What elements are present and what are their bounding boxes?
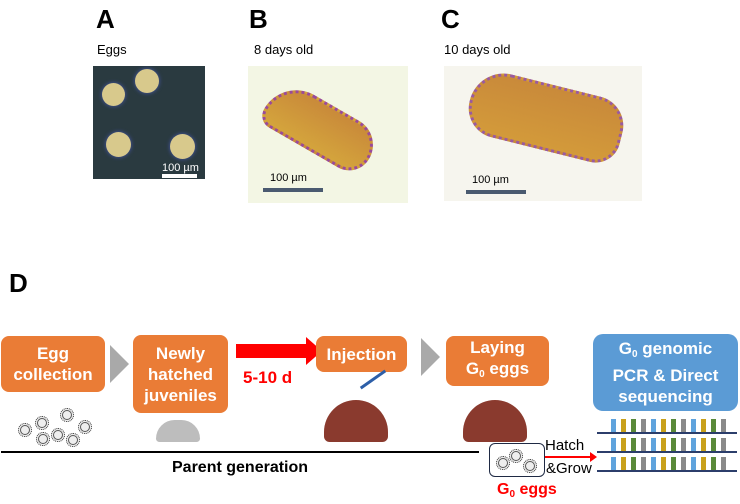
step-egg-collection: Egg collection xyxy=(1,336,105,392)
sequence-base xyxy=(721,419,726,432)
sequence-base xyxy=(611,457,616,470)
panel-letter-d: D xyxy=(9,268,28,298)
scale-label: 100 µm xyxy=(472,174,509,186)
sequence-base xyxy=(631,419,636,432)
chevron-right-icon xyxy=(110,345,129,383)
step-label: Egg xyxy=(36,344,70,363)
subscript: 0 xyxy=(509,489,516,500)
step-newly-hatched: Newly hatched juveniles xyxy=(133,335,228,413)
tardigrade-injection-icon xyxy=(324,400,388,442)
sequence-base xyxy=(681,438,686,451)
step-label: collection xyxy=(13,365,93,384)
step-label: hatched xyxy=(147,364,214,384)
sequence-base xyxy=(701,419,706,432)
step-label: G xyxy=(618,339,633,358)
arrow-head-icon xyxy=(590,452,597,462)
hatch-arrow xyxy=(545,456,593,458)
sequence-base xyxy=(661,438,666,451)
sequence-base xyxy=(681,419,686,432)
parent-generation-label: Parent generation xyxy=(172,459,309,476)
sequence-base xyxy=(631,438,636,451)
sequence-line xyxy=(597,451,737,453)
sequence-base xyxy=(661,457,666,470)
sequence-base xyxy=(701,457,706,470)
step-label: PCR & Direct xyxy=(612,366,719,385)
sequence-base xyxy=(621,419,626,432)
subscript: 0 xyxy=(632,349,638,360)
sequence-base xyxy=(721,438,726,451)
sequence-base xyxy=(611,419,616,432)
step-label: genomic xyxy=(637,339,713,358)
sequence-base xyxy=(671,419,676,432)
caption-eggs: Eggs xyxy=(97,42,127,57)
panel-letter-c: C xyxy=(441,4,460,34)
sequence-base xyxy=(651,457,656,470)
sequence-base xyxy=(641,419,646,432)
scale-bar xyxy=(162,174,197,178)
sequence-base xyxy=(691,438,696,451)
sequence-base xyxy=(611,438,616,451)
hatch-label: Hatch xyxy=(545,437,585,454)
step-label: sequencing xyxy=(618,387,713,406)
step-injection: Injection xyxy=(316,336,407,372)
panel-letter-a: A xyxy=(96,4,115,34)
sequence-line xyxy=(597,470,737,472)
juvenile-8-days-micrograph: 100 µm xyxy=(248,66,408,203)
sequence-line xyxy=(597,432,737,434)
generation-line xyxy=(1,451,479,453)
sequence-base xyxy=(651,438,656,451)
sequence-base xyxy=(621,438,626,451)
scale-bar xyxy=(263,188,323,192)
scale-label: 100 µm xyxy=(270,172,307,184)
juvenile-tardigrade-icon xyxy=(156,420,200,442)
juvenile-10-days-micrograph: 100 µm xyxy=(444,66,642,201)
sequence-base xyxy=(691,457,696,470)
step-laying-g0-eggs: Laying G0 eggs xyxy=(446,336,549,386)
sequence-base xyxy=(671,457,676,470)
sequence-base xyxy=(691,419,696,432)
subscript: 0 xyxy=(479,369,485,380)
sequence-base xyxy=(711,419,716,432)
caption-10-days: 10 days old xyxy=(444,42,511,57)
scale-bar xyxy=(466,190,526,194)
sequence-base xyxy=(661,419,666,432)
g0-eggs-box xyxy=(489,443,545,477)
step-label: Newly xyxy=(155,343,206,363)
sequence-base xyxy=(701,438,706,451)
step-label: eggs xyxy=(484,359,530,378)
sequence-base xyxy=(641,457,646,470)
step-g0-sequencing: G0 genomic PCR & Direct sequencing xyxy=(593,334,738,411)
eggs-micrograph: 100 µm xyxy=(93,66,205,179)
sequence-base xyxy=(711,457,716,470)
g0-eggs-label: G0 eggs xyxy=(497,481,557,500)
needle-icon xyxy=(359,369,387,390)
sequence-base xyxy=(651,419,656,432)
panel-letter-b: B xyxy=(249,4,268,34)
grow-label: &Grow xyxy=(546,460,592,477)
tardigrade-adult-icon xyxy=(463,400,527,442)
interval-arrow xyxy=(236,344,308,358)
sequence-base xyxy=(681,457,686,470)
step-label: juveniles xyxy=(144,385,217,405)
step-label: G xyxy=(465,359,480,378)
chevron-right-icon xyxy=(421,338,440,376)
label: eggs xyxy=(515,481,557,498)
sequence-base xyxy=(631,457,636,470)
scale-label: 100 µm xyxy=(162,162,199,174)
sequence-base xyxy=(671,438,676,451)
sequence-base xyxy=(721,457,726,470)
sequence-base xyxy=(711,438,716,451)
interval-label: 5-10 d xyxy=(243,368,293,387)
step-label: Laying xyxy=(470,338,525,357)
sequence-base xyxy=(621,457,626,470)
label: G xyxy=(497,481,510,498)
sequence-base xyxy=(641,438,646,451)
caption-8-days: 8 days old xyxy=(254,42,314,57)
